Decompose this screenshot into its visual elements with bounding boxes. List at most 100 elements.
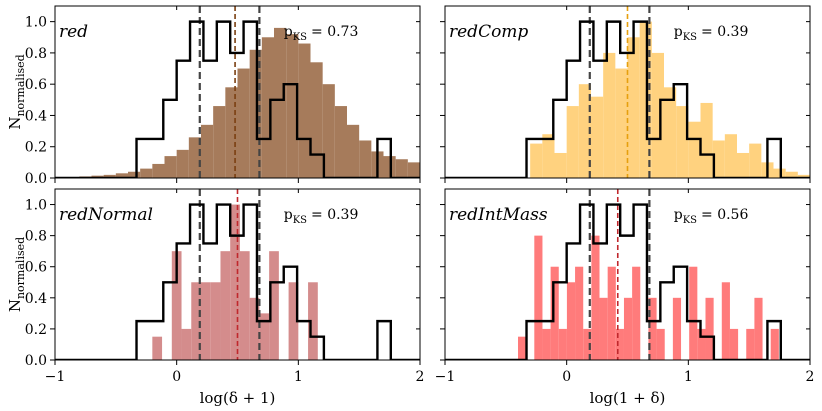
histogram-bar (201, 282, 211, 360)
plot-area (55, 189, 420, 360)
reference-step-outline (55, 20, 420, 178)
histogram-bar (334, 106, 347, 178)
plot-area (55, 6, 444, 178)
histogram-bar (152, 163, 165, 178)
p-ks-symbol: p (284, 207, 293, 223)
histogram-bar (128, 171, 141, 178)
y-axis-label-base: N (6, 299, 24, 312)
p-ks-subscript: KS (683, 215, 697, 226)
histogram-bar (627, 37, 640, 178)
p-ks-value: = 0.56 (701, 207, 748, 223)
histogram-bar (347, 124, 360, 178)
histogram-bar (705, 297, 714, 360)
p-ks-subscript: KS (293, 215, 307, 226)
histogram-bar (724, 134, 737, 178)
x-tick-label: −1 (435, 369, 456, 385)
histogram-bar (201, 124, 214, 178)
histogram-bar (383, 156, 396, 178)
histogram-bar (688, 121, 701, 178)
x-axis-label: log(1 + δ) (590, 389, 666, 407)
panel-3: −1 0 1 2 redIntMass pKS = 0.56 log(1 + δ) (435, 188, 814, 407)
histogram-bar (591, 235, 600, 360)
y-axis-label-base: N (6, 117, 24, 130)
histogram-bar (785, 171, 798, 178)
histogram-bar (542, 134, 555, 178)
histogram-bar (591, 96, 604, 178)
histogram-bar (188, 137, 201, 178)
histogram-bar (656, 328, 665, 360)
y-tick-label: 0.2 (25, 140, 47, 156)
p-ks-label: pKS = 0.39 (674, 24, 749, 43)
y-tick-label: 0.8 (25, 46, 47, 62)
p-ks-label: pKS = 0.39 (284, 207, 359, 226)
panel-frame (54, 5, 421, 179)
histogram-bar (651, 52, 664, 178)
y-tick-label: 0.2 (25, 322, 47, 338)
histogram-bar (542, 328, 551, 360)
y-axis-label-sub: normalised (14, 237, 27, 299)
histogram-bar (259, 313, 270, 360)
histogram-bar (530, 143, 543, 178)
histogram-bar (322, 84, 335, 178)
histogram-bar (689, 266, 698, 360)
histogram-bar (288, 282, 299, 360)
histogram-bar (737, 152, 750, 178)
histogram-bar (672, 297, 682, 360)
y-tick-label: 1.0 (25, 198, 47, 214)
histogram-bar (191, 282, 201, 360)
x-tick-label: 1 (684, 369, 693, 385)
x-axis-label: log(δ + 1) (200, 389, 276, 407)
histogram-bar (676, 106, 689, 178)
histogram-bar (648, 297, 657, 360)
histogram-bar (518, 336, 527, 360)
p-ks-value: = 0.73 (311, 24, 358, 40)
histogram-bar (103, 174, 116, 178)
histogram-bar (583, 328, 592, 360)
x-tick-label: −1 (45, 369, 66, 385)
p-ks-symbol: p (674, 24, 683, 40)
y-tick-label: 0.4 (25, 108, 47, 124)
histogram-bar (152, 336, 163, 360)
y-axis-label: Nnormalised (6, 54, 27, 129)
y-tick-label: 0.0 (25, 353, 47, 369)
histogram-bar (286, 34, 299, 178)
histogram-bar (615, 328, 624, 360)
histogram-bar (797, 174, 810, 178)
histogram-bar (615, 68, 628, 178)
histogram-bar (220, 251, 231, 360)
reference-step-outline (445, 20, 810, 178)
histogram-bar (770, 328, 779, 360)
histogram-bar (249, 49, 262, 178)
panel-frame (444, 188, 811, 361)
histogram-bar (164, 156, 177, 178)
histogram-bar (298, 43, 311, 178)
panel-2: 0.0 0.2 0.4 0.6 0.8 1.0 −1 0 1 2 redNormal pKS = 0.3… (6, 188, 424, 407)
panel-title: redNormal (59, 205, 153, 225)
histogram-bar (603, 52, 616, 178)
p-ks-label: pKS = 0.56 (674, 207, 749, 226)
histogram-bar (664, 87, 677, 178)
histogram-bar (225, 87, 238, 178)
histogram-bar (274, 27, 287, 178)
p-ks-value: = 0.39 (311, 207, 358, 223)
histogram-bar (261, 37, 274, 178)
histogram-bar (359, 140, 372, 178)
plot-area (445, 189, 810, 360)
panel-1: redComp pKS = 0.39 (440, 5, 811, 183)
histogram-bar (754, 297, 763, 360)
histogram-bar (213, 106, 226, 178)
y-tick-label: 0.6 (25, 260, 47, 276)
y-tick-label: 0.0 (25, 171, 47, 187)
y-tick-label: 0.6 (25, 77, 47, 93)
y-axis-label: Nnormalised (6, 237, 27, 312)
x-tick-label: 0 (172, 369, 181, 385)
y-tick-label: 0.8 (25, 229, 47, 245)
histogram-bar (712, 140, 725, 178)
p-ks-subscript: KS (293, 32, 307, 43)
panel-frame (54, 188, 421, 361)
histogram-bar (171, 251, 182, 360)
histogram-bar (432, 169, 444, 178)
p-ks-subscript: KS (683, 32, 697, 43)
p-ks-symbol: p (284, 24, 293, 40)
histogram-bar (700, 102, 713, 178)
